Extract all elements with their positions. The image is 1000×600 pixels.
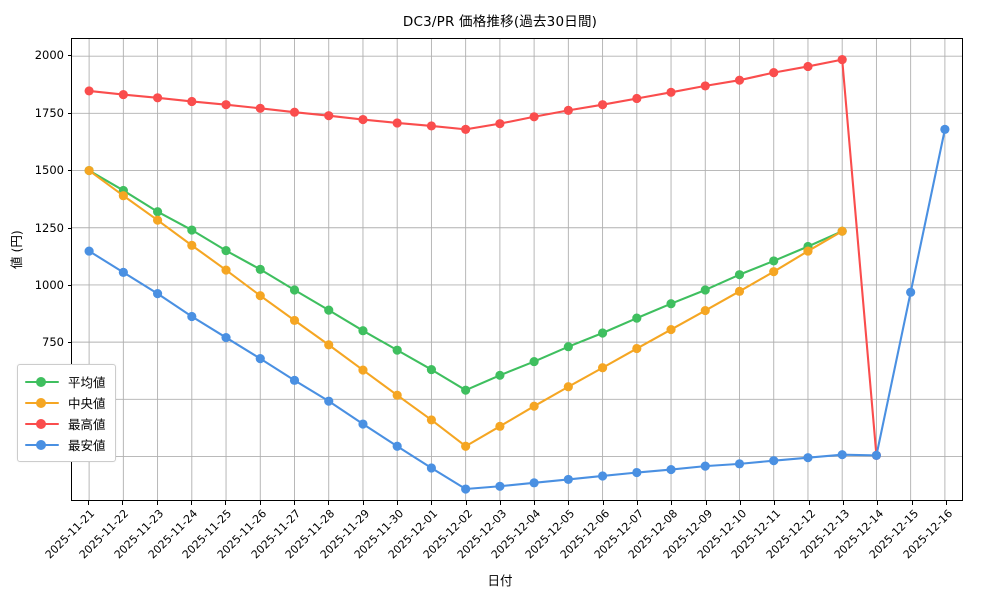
y-tick-mark [67,112,71,114]
chart-legend: 平均値中央値最高値最安値 [17,364,116,462]
y-tick-label: 1250 [34,220,64,235]
data-series-layer [84,55,950,494]
x-tick-mark [637,501,639,505]
x-tick-mark [911,501,913,505]
x-tick-mark [602,501,604,505]
x-tick-label: 2025-12-03 [454,507,510,562]
x-tick-mark [499,501,501,505]
y-tick-mark [67,285,71,286]
y-tick-mark [67,170,71,172]
x-tick-mark [568,501,570,505]
x-tick-mark [294,501,295,505]
x-tick-mark [88,501,90,505]
x-tick-mark [740,501,741,505]
legend-item[interactable]: 中央値 [25,392,106,413]
x-tick-mark [534,501,536,505]
legend-item[interactable]: 平均値 [25,371,106,392]
legend-item[interactable]: 最安値 [25,434,106,455]
x-tick-mark [671,501,673,505]
x-tick-mark [945,501,947,505]
plot-area [71,38,963,501]
x-tick-mark [842,501,844,505]
x-tick-mark [877,501,879,505]
y-tick-mark [67,227,71,229]
x-tick-mark [225,501,227,505]
legend-label: 最高値 [68,417,106,432]
x-tick-mark [328,501,330,505]
x-tick-label: 2025-11-21 [42,507,98,562]
x-tick-mark [156,501,158,505]
legend-item[interactable]: 最高値 [25,413,106,434]
x-tick-mark [362,501,364,505]
legend-swatch-icon [25,396,59,410]
x-tick-mark [465,501,467,505]
legend-label: 最安値 [68,438,106,453]
legend-swatch-icon [25,375,59,389]
x-tick-label: 2025-12-16 [900,507,956,562]
y-tick-label: 1000 [34,278,64,292]
x-tick-mark [774,501,776,505]
chart-title: DC3/PR 価格推移(過去30日間) [402,14,598,30]
x-tick-mark [808,501,810,505]
x-tick-mark [191,501,193,505]
x-tick-mark [122,501,124,505]
x-tick-mark [705,501,707,505]
y-tick-label: 1750 [34,105,64,120]
legend-label: 中央値 [68,396,106,411]
legend-label: 平均値 [68,375,106,390]
y-tick-mark [67,55,71,57]
x-tick-mark [396,501,398,505]
x-tick-mark [259,501,261,505]
y-tick-label: 1500 [34,163,64,178]
legend-swatch-icon [25,417,59,431]
legend-swatch-icon [25,438,59,452]
y-tick-mark [67,342,71,344]
y-tick-label: 750 [42,335,64,350]
x-tick-mark [431,501,433,505]
y-axis-title: 値 (円) [9,230,24,269]
x-axis-title: 日付 [487,573,513,588]
y-tick-label: 2000 [34,48,64,63]
